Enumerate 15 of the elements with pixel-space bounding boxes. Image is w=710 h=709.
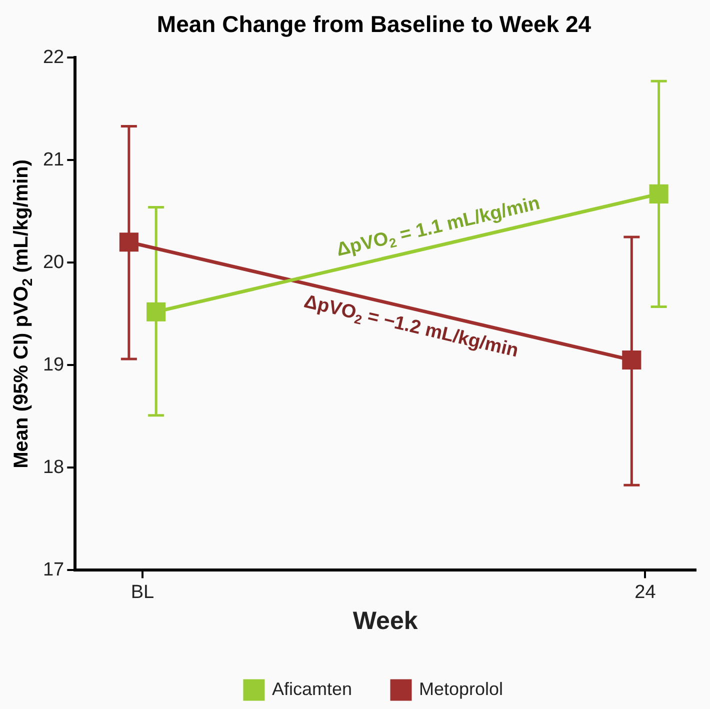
annotation: ΔpVO2 = −1.2 mL/kg/min: [302, 291, 520, 362]
y-tick-label: 20: [42, 252, 64, 273]
y-tick-label: 18: [42, 456, 64, 478]
legend-label: Metoprolol: [418, 678, 504, 699]
x-axis-title: Week: [352, 606, 418, 635]
y-tick-label: 17: [42, 559, 64, 580]
x-tick-label: 24: [634, 582, 656, 603]
y-tick-label: 21: [42, 149, 64, 170]
y-tick-label: 19: [42, 354, 64, 376]
annotation: ΔpVO2 = 1.1 mL/kg/min: [334, 192, 542, 261]
chart-title: Mean Change from Baseline to Week 24: [156, 11, 592, 38]
x-tick-label: BL: [130, 582, 154, 603]
y-tick-label: 22: [42, 46, 64, 68]
legend-label: Aficamten: [272, 678, 352, 699]
y-axis-title: Mean (95% CI) pVO2 (mL/kg/min): [10, 159, 35, 468]
